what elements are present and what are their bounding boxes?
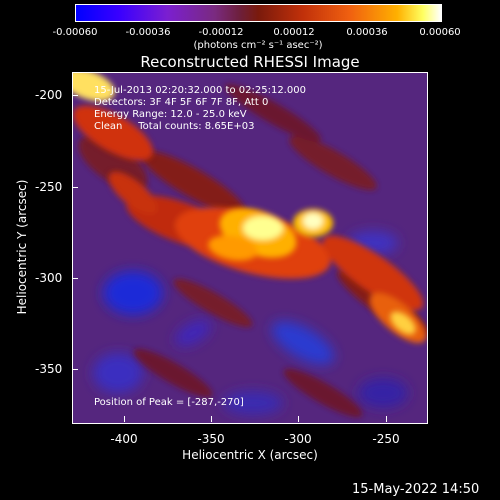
- colorbar-unit-label: (photons cm⁻² s⁻¹ asec⁻²): [193, 40, 323, 51]
- x-axis-label: Heliocentric X (arcsec): [182, 448, 318, 462]
- info-time-range: 15-Jul-2013 02:20:32.000 to 02:25:12.000: [94, 85, 306, 96]
- x-tick-label: -300: [284, 432, 312, 446]
- colorbar-tick: -0.00012: [198, 27, 244, 38]
- plot-title: Reconstructed RHESSI Image: [140, 53, 360, 71]
- rhessi-image-plot: [72, 72, 428, 424]
- colorbar-tick: 0.00012: [273, 27, 315, 38]
- x-tick-mark: [211, 416, 212, 422]
- x-tick-mark: [386, 416, 387, 422]
- colorbar-tick: -0.00060: [52, 27, 98, 38]
- colorbar-tick: -0.00036: [125, 27, 171, 38]
- peak-emission: [73, 73, 416, 335]
- y-tick-mark: [72, 278, 78, 279]
- generation-timestamp: 15-May-2022 14:50: [352, 482, 480, 497]
- y-tick-label: -200: [35, 88, 63, 102]
- rhessi-image: [73, 73, 427, 423]
- info-energy-range: Energy Range: 12.0 - 25.0 keV: [94, 109, 247, 120]
- colorbar-tick: 0.00036: [346, 27, 388, 38]
- y-tick-mark: [72, 369, 78, 370]
- y-axis-label: Heliocentric Y (arcsec): [15, 179, 29, 315]
- info-detectors: Detectors: 3F 4F 5F 6F 7F 8F, Att 0: [94, 97, 269, 108]
- colorbar: [75, 4, 442, 22]
- y-tick-label: -250: [35, 180, 63, 194]
- y-tick-label: -300: [35, 271, 63, 285]
- y-tick-mark: [72, 187, 78, 188]
- colorbar-tick: 0.00060: [419, 27, 461, 38]
- y-tick-label: -350: [35, 362, 63, 376]
- x-tick-label: -250: [372, 432, 400, 446]
- x-tick-mark: [298, 416, 299, 422]
- x-tick-mark: [124, 416, 125, 422]
- x-tick-label: -350: [197, 432, 225, 446]
- info-clean-counts: Clean Total counts: 8.65E+03: [94, 121, 255, 132]
- info-peak-position: Position of Peak = [-287,-270]: [94, 397, 244, 408]
- y-tick-mark: [72, 95, 78, 96]
- x-tick-label: -400: [110, 432, 138, 446]
